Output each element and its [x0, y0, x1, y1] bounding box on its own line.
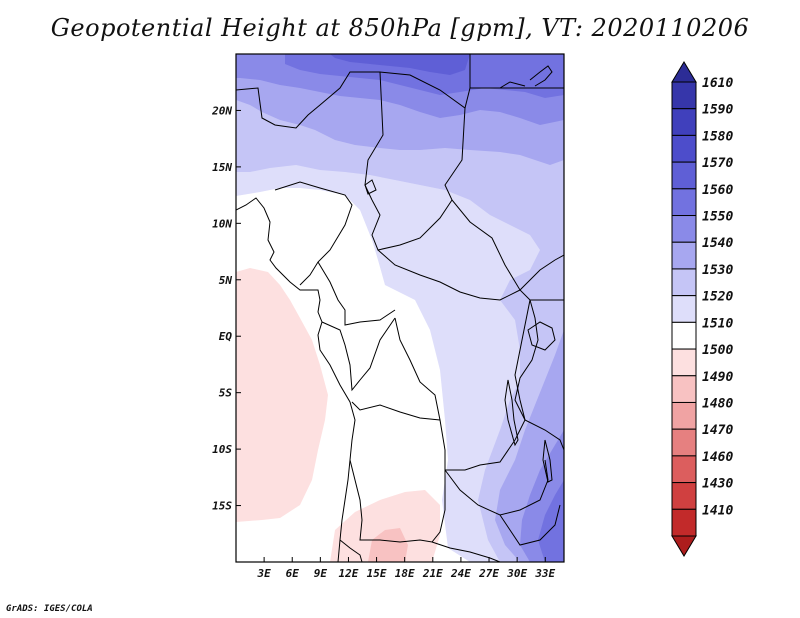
field-pink-mid — [368, 528, 408, 562]
coastline-west-africa — [236, 197, 356, 562]
colorbar-label: 1550 — [702, 210, 733, 225]
plot-area — [236, 54, 564, 562]
border-nigeria — [274, 181, 353, 286]
colorbar-label: 1580 — [702, 129, 733, 144]
x-tick-label: 9E — [314, 567, 328, 580]
colorbar-segment — [671, 508, 697, 537]
border-angola — [349, 401, 446, 543]
colorbar-segment — [671, 348, 697, 377]
border-drc — [394, 299, 531, 471]
y-tick-label: 5S — [219, 387, 233, 400]
y-tick-label: 15S — [212, 500, 232, 513]
border-zimbabwe-moz — [499, 504, 561, 546]
colorbar-label: 1510 — [702, 316, 733, 331]
colorbar: 1610 1590 1580 1570 1560 1550 1540 1530 1520 1510… — [671, 61, 733, 557]
field-1500 — [236, 268, 328, 522]
colorbar-label: 1570 — [702, 156, 733, 171]
colorbar-label: 1520 — [702, 290, 733, 305]
y-tick-label: 10N — [212, 217, 232, 230]
colorbar-segment — [671, 455, 697, 484]
y-tick-label: EQ — [219, 330, 233, 343]
border-chad — [371, 199, 453, 251]
colorbar-top-arrow — [671, 61, 697, 83]
x-axis: 3E 6E 9E 12E 15E 18E 21E 24E 27E 30E 33E — [256, 557, 556, 580]
field-1560 — [285, 54, 564, 98]
x-tick-label: 6E — [286, 567, 300, 580]
x-tick-label: 21E — [422, 567, 443, 580]
x-tick-label: 30E — [506, 567, 527, 580]
colorbar-segment — [671, 134, 697, 163]
colorbar-label: 1490 — [702, 370, 733, 385]
colorbar-bottom-arrow — [671, 535, 697, 557]
colorbar-segment — [671, 215, 697, 243]
colorbar-segment — [671, 161, 697, 190]
y-axis: 20N 15N 10N 5N EQ 5S 10S 15S — [211, 104, 241, 513]
colorbar-segment — [671, 108, 697, 136]
x-tick-label: 3E — [256, 567, 271, 580]
colorbar-segment — [671, 321, 697, 350]
colorbar-label: 1540 — [702, 236, 733, 251]
field-1560-se — [538, 480, 564, 562]
colorbar-label: 1560 — [702, 183, 733, 198]
border-south — [431, 541, 501, 562]
x-tick-label: 12E — [339, 567, 359, 580]
colorbar-label: 1430 — [702, 477, 733, 492]
border-sahara-north — [236, 71, 564, 129]
border-namibia — [339, 539, 363, 562]
border-east-africa — [514, 299, 564, 451]
colorbar-segment — [671, 482, 697, 510]
colorbar-segment — [671, 188, 697, 217]
border-chad-niger — [364, 71, 384, 201]
colorbar-label: 1470 — [702, 423, 733, 438]
lake-tanganyika — [504, 379, 519, 447]
map-title: Geopotential Height at 850hPa [gpm], VT:… — [50, 14, 750, 42]
colorbar-label: 1410 — [702, 503, 733, 518]
plot-frame — [235, 53, 565, 563]
x-tick-label: 33E — [534, 567, 555, 580]
x-tick-label: 24E — [450, 567, 471, 580]
x-tick-label: 18E — [395, 567, 415, 580]
border-zambia — [444, 459, 549, 516]
colorbar-label: 1610 — [702, 76, 733, 91]
colorbar-label: 1530 — [702, 263, 733, 278]
border-sudan — [444, 107, 564, 301]
border-ethiopia — [519, 254, 564, 291]
field-1530 — [236, 54, 564, 562]
colorbar-segment — [671, 241, 697, 270]
y-tick-label: 20N — [211, 104, 232, 117]
colorbar-label: 1590 — [702, 103, 733, 118]
colorbar-label: 1460 — [702, 450, 733, 465]
lake-victoria — [527, 321, 556, 351]
colorbar-segment — [671, 401, 697, 430]
y-tick-label: 5N — [219, 274, 233, 287]
grads-credit: GrADS: IGES/COLA — [6, 604, 93, 614]
lake-chad — [364, 179, 377, 195]
field-1570 — [330, 54, 470, 75]
y-tick-label: 10S — [212, 443, 232, 456]
colorbar-label: 1480 — [702, 396, 733, 411]
colorbar-segment — [671, 295, 697, 323]
colorbar-segment — [671, 375, 697, 403]
border-cameroon — [317, 261, 396, 326]
colorbar-segment — [671, 268, 697, 297]
field-1500-south — [330, 490, 440, 562]
lake-malawi — [542, 439, 553, 483]
colorbar-label: 1500 — [702, 343, 733, 358]
border-car — [377, 249, 521, 301]
colorbar-segment — [671, 428, 697, 457]
red-sea-coast — [529, 65, 553, 87]
x-tick-label: 27E — [478, 567, 499, 580]
coast-ne — [499, 81, 526, 89]
x-tick-label: 15E — [367, 567, 387, 580]
colorbar-segment — [671, 81, 697, 110]
y-tick-label: 15N — [212, 161, 232, 174]
borders — [236, 54, 564, 562]
border-gabon-congo — [321, 317, 396, 392]
